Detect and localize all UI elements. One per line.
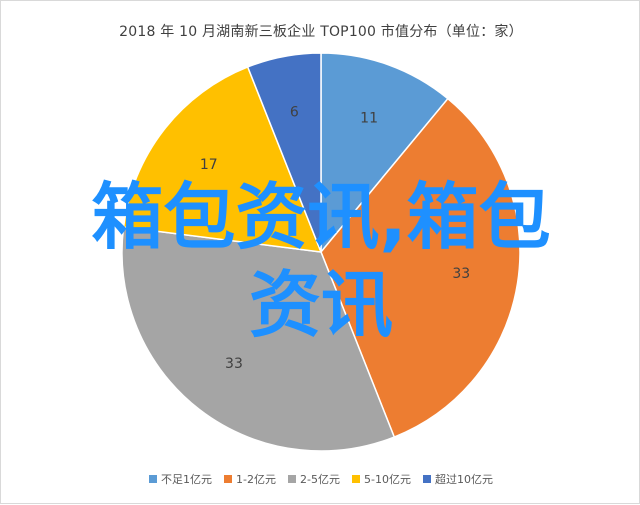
pie-slice-4 [122, 66, 323, 253]
chart-title: 2018 年 10 月湖南新三板企业 TOP100 市值分布（单位：家） [119, 24, 523, 40]
legend-label: 5-10亿元 [363, 473, 411, 486]
legend-swatch [351, 475, 360, 483]
slice-data-label-4: 17 [200, 157, 218, 173]
pie-slice-1 [320, 52, 449, 255]
legend-swatch [149, 475, 158, 483]
slice-data-label-2: 33 [452, 266, 470, 282]
legend-label: 不足1亿元 [161, 473, 213, 486]
legend-swatch [288, 475, 297, 483]
legend-item-5: 超过10亿元 [422, 471, 493, 487]
slice-data-label-3: 33 [225, 356, 243, 372]
legend-swatch [422, 475, 431, 483]
pie-slice-5 [246, 52, 322, 253]
legend-item-1: 不足1亿元 [149, 471, 212, 487]
chart-legend: 不足1亿元 1-2亿元 2-5亿元 5-10亿元 超过10亿元 [1, 471, 640, 487]
slice-data-label-1: 11 [360, 110, 378, 126]
legend-item-2: 1-2亿元 [224, 471, 276, 487]
legend-label: 1-2亿元 [236, 473, 277, 486]
legend-swatch [224, 475, 233, 483]
legend-item-3: 2-5亿元 [288, 471, 340, 487]
pie-slice-2 [320, 97, 521, 439]
legend-label: 2-5亿元 [300, 473, 340, 486]
legend-item-4: 5-10亿元 [351, 471, 411, 487]
legend-label: 超过10亿元 [434, 473, 493, 486]
pie-slice-3 [121, 226, 396, 452]
slice-data-label-5: 6 [290, 105, 299, 121]
